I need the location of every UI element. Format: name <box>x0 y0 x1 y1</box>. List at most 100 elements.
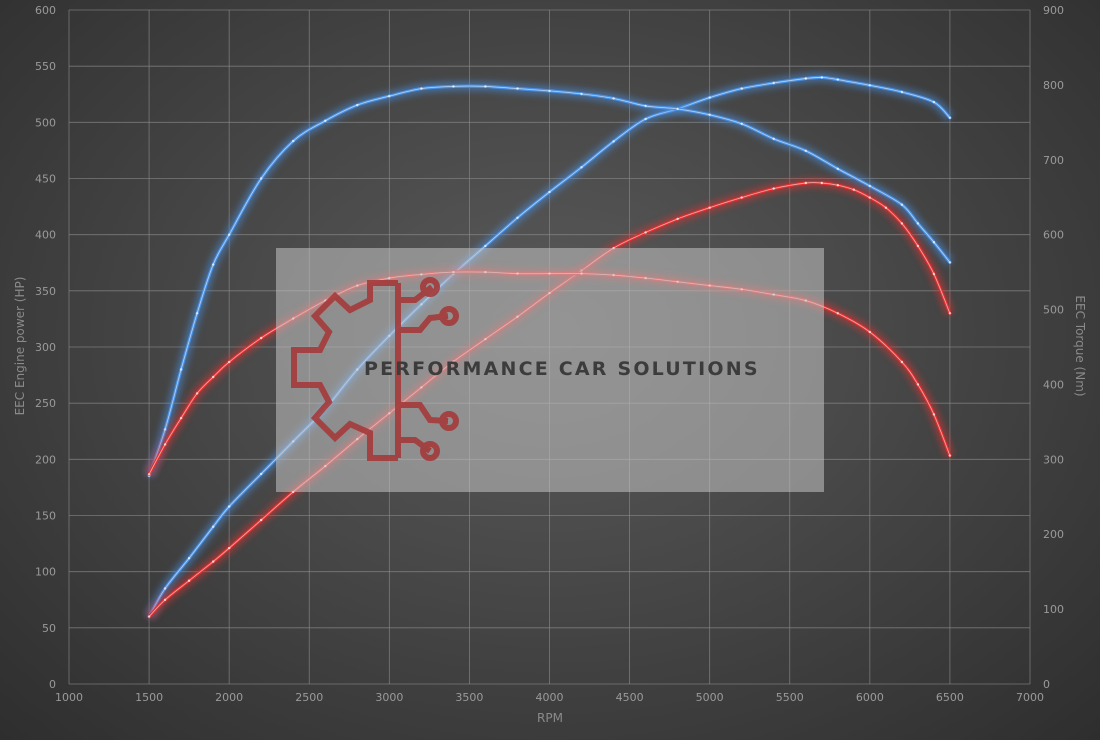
data-point <box>179 368 183 371</box>
watermark-text: PERFORMANCE CAR SOLUTIONS <box>364 358 760 380</box>
data-point <box>948 454 952 457</box>
data-point <box>187 557 191 560</box>
data-point <box>900 360 904 364</box>
series-highlight <box>148 85 951 476</box>
data-point <box>612 97 615 100</box>
left-tick-label: 300 <box>35 341 56 354</box>
data-point <box>195 392 199 395</box>
data-point <box>820 181 823 185</box>
data-point <box>948 261 952 264</box>
left-tick-label: 400 <box>35 229 56 242</box>
data-point <box>228 505 231 508</box>
left-tick-label: 150 <box>35 510 56 523</box>
right-axis-title: EEC Torque (Nm) <box>1073 295 1087 396</box>
data-point <box>868 196 871 199</box>
data-point <box>948 116 952 120</box>
data-point <box>163 443 167 446</box>
data-point <box>260 518 263 522</box>
x-axis-title: RPM <box>537 711 563 725</box>
data-point <box>836 78 839 81</box>
data-point <box>948 312 952 315</box>
left-tick-label: 500 <box>35 116 56 129</box>
data-point <box>452 85 455 88</box>
right-tick-label: 300 <box>1043 453 1064 466</box>
data-point <box>932 100 936 104</box>
data-point <box>676 107 679 111</box>
x-tick-label: 2000 <box>215 691 243 704</box>
left-tick-label: 250 <box>35 397 56 410</box>
data-point <box>836 167 839 170</box>
data-point <box>868 184 871 188</box>
x-tick-label: 2500 <box>295 691 323 704</box>
right-tick-label: 600 <box>1043 229 1064 242</box>
x-tick-label: 6000 <box>856 691 884 704</box>
series-tuned_power <box>145 72 954 619</box>
data-point <box>195 312 199 315</box>
data-point <box>516 216 519 219</box>
data-point <box>212 560 215 563</box>
data-point <box>179 416 183 420</box>
data-point <box>163 598 167 601</box>
watermark: PERFORMANCE CAR SOLUTIONS <box>276 248 824 492</box>
data-point <box>916 222 920 225</box>
data-point <box>260 336 263 340</box>
left-tick-label: 450 <box>35 173 56 186</box>
x-tick-label: 3000 <box>375 691 403 704</box>
x-tick-label: 5500 <box>776 691 804 704</box>
x-tick-label: 6500 <box>936 691 964 704</box>
x-tick-label: 1500 <box>135 691 163 704</box>
data-point <box>228 233 231 236</box>
data-point <box>260 472 263 476</box>
left-tick-label: 350 <box>35 285 56 298</box>
right-tick-label: 0 <box>1043 678 1050 691</box>
left-tick-label: 0 <box>49 678 56 691</box>
data-point <box>708 206 711 209</box>
left-axis-ticks: 0 50 100 150 200 250 300 350 400 450 500 550 600 <box>35 4 56 691</box>
right-tick-label: 200 <box>1043 528 1064 541</box>
data-point <box>580 92 583 96</box>
data-point <box>644 231 647 234</box>
x-tick-label: 4500 <box>616 691 644 704</box>
x-axis-ticks: 1000 1500 2000 2500 3000 3500 4000 4500 5000 5500… <box>55 691 1044 704</box>
right-tick-label: 400 <box>1043 378 1064 391</box>
watermark-gear-logo <box>291 277 459 461</box>
data-point <box>484 85 487 88</box>
left-axis-title: EEC Engine power (HP) <box>13 277 27 416</box>
x-tick-label: 5000 <box>696 691 724 704</box>
data-point <box>836 312 839 315</box>
data-point <box>420 87 423 90</box>
x-tick-label: 4000 <box>536 691 564 704</box>
data-point <box>868 84 871 87</box>
data-point <box>884 206 888 209</box>
right-tick-label: 900 <box>1043 4 1064 17</box>
data-point <box>580 166 583 169</box>
data-point <box>612 140 615 143</box>
data-point <box>932 413 936 416</box>
data-point <box>772 81 775 85</box>
x-tick-label: 7000 <box>1016 691 1044 704</box>
right-tick-label: 500 <box>1043 304 1064 317</box>
data-point <box>212 375 215 379</box>
data-point <box>900 90 904 94</box>
data-point <box>163 428 167 431</box>
data-point <box>516 87 519 90</box>
data-point <box>388 94 391 98</box>
data-point <box>916 383 920 386</box>
data-point <box>852 188 855 191</box>
data-point <box>740 87 743 90</box>
data-point <box>708 96 711 99</box>
data-point <box>212 525 215 528</box>
data-point <box>916 244 920 248</box>
data-point <box>548 190 551 194</box>
data-point <box>644 117 647 121</box>
data-point <box>900 203 904 206</box>
data-point <box>548 89 551 93</box>
data-point <box>356 103 359 107</box>
right-axis-ticks: 0 100 200 300 400 500 600 700 800 900 <box>1043 4 1064 691</box>
left-tick-label: 550 <box>35 60 56 73</box>
data-point <box>644 104 647 108</box>
data-point <box>708 113 711 117</box>
data-point <box>836 184 839 187</box>
data-point <box>932 272 936 276</box>
